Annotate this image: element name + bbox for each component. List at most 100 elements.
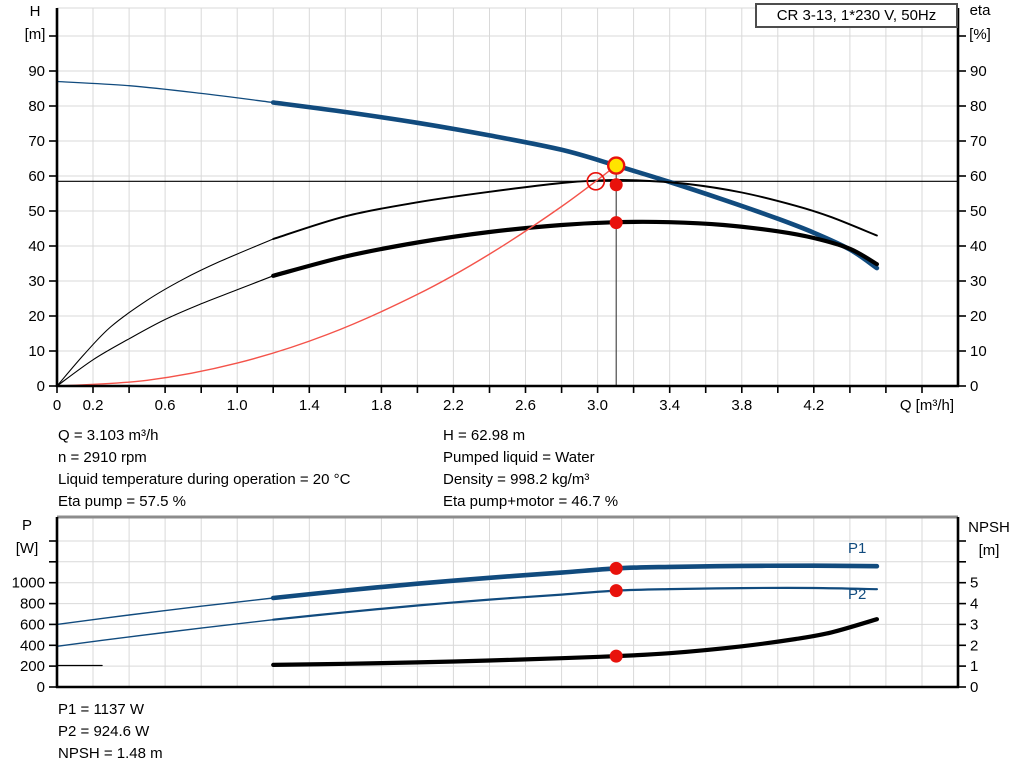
tick-label-right: 20 <box>970 308 987 325</box>
series-system-curve <box>56 164 617 387</box>
tick-label-left: 200 <box>20 658 45 675</box>
marker-p2-point <box>609 584 623 598</box>
tick-label-left: 800 <box>20 596 45 613</box>
series-p2-low-flow <box>56 619 274 647</box>
series-eta-pump <box>272 178 878 240</box>
tick-label-right: 30 <box>970 273 987 290</box>
power-npsh-chart: 0 200 400 600 800 1000 0 1 2 3 4 5 <box>12 515 979 696</box>
tick-label-right: 10 <box>970 343 987 360</box>
tick-label-x: 1.8 <box>371 397 392 414</box>
tick-label-right: 90 <box>970 63 987 80</box>
operating-info-right: H = 62.98 m Pumped liquid = Water Densit… <box>443 427 618 515</box>
tick-label-right: 0 <box>970 378 978 395</box>
eta-axis-unit: [%] <box>969 26 991 43</box>
series-p1-low-flow <box>56 597 274 626</box>
npsh-axis-label: NPSH <box>968 519 1010 536</box>
axes <box>55 517 960 689</box>
tick-label-left: 0 <box>37 679 45 696</box>
power-info: P1 = 1137 W P2 = 924.6 W NPSH = 1.48 m <box>58 701 163 767</box>
series-eta-pump-motor <box>271 219 879 278</box>
marker-eta-pump-point <box>609 178 623 192</box>
series-p2 <box>272 586 878 621</box>
tick-label-x: 0.6 <box>155 397 176 414</box>
info-temp: Liquid temperature during operation = 20… <box>58 471 351 488</box>
tick-label-left: 60 <box>28 168 45 185</box>
tick-label-left: 1000 <box>12 575 45 592</box>
tick-labels: 0 200 400 600 800 1000 0 1 2 3 4 5 <box>12 575 979 696</box>
pump-type-box: CR 3-13, 1*230 V, 50Hz <box>755 3 958 28</box>
p2-curve-label: P2 <box>848 586 867 603</box>
p-axis-unit: [W] <box>15 540 39 557</box>
tick-label-right: 60 <box>970 168 987 185</box>
operating-info-left: Q = 3.103 m³/h n = 2910 rpm Liquid tempe… <box>58 427 350 515</box>
info-eta-pump-motor: Eta pump+motor = 46.7 % <box>443 493 619 510</box>
series-eta-pump-motor-low-flow <box>56 275 274 387</box>
tick-label-right: 80 <box>970 98 987 115</box>
npsh-axis-unit: [m] <box>978 542 1000 559</box>
marker-npsh-point <box>609 649 623 663</box>
tick-label-right: 2 <box>970 637 978 654</box>
grid <box>57 8 958 386</box>
info-npsh: NPSH = 1.48 m <box>58 745 163 762</box>
tick-label-x: 0 <box>53 397 61 414</box>
info-eta-pump: Eta pump = 57.5 % <box>58 493 186 510</box>
info-p1: P1 = 1137 W <box>58 701 145 718</box>
qh-eta-chart: 0 10 20 30 40 50 60 70 80 90 0 10 20 30 40 50 60 70 80 90 0 0… <box>28 7 987 414</box>
tick-label-right: 40 <box>970 238 987 255</box>
info-h: H = 62.98 m <box>443 427 526 444</box>
q-axis-label: Q [m³/h] <box>899 397 954 414</box>
h-axis-unit: [m] <box>24 26 46 43</box>
tick-label-right: 50 <box>970 203 987 220</box>
series-h <box>270 100 880 271</box>
tick-label-left: 80 <box>28 98 45 115</box>
info-q: Q = 3.103 m³/h <box>58 427 159 444</box>
tick-label-left: 10 <box>28 343 45 360</box>
info-p2: P2 = 924.6 W <box>58 723 150 740</box>
series-p1 <box>270 563 880 601</box>
tick-labels: 0 10 20 30 40 50 60 70 80 90 0 10 20 30 40 50 60 70 80 90 0 0… <box>28 63 986 414</box>
p1-curve-label: P1 <box>848 540 867 557</box>
tick-label-left: 30 <box>28 273 45 290</box>
tick-label-right: 4 <box>970 596 978 613</box>
marker-eta-pump-motor-point <box>609 216 623 230</box>
axes <box>55 8 960 388</box>
tick-label-left: 600 <box>20 616 45 633</box>
series-eta-pump-low-flow <box>56 238 274 387</box>
p-axis-label: P <box>21 517 32 534</box>
tick-label-right: 0 <box>970 679 978 696</box>
info-liquid: Pumped liquid = Water <box>443 449 595 466</box>
tick-label-right: 1 <box>970 658 978 675</box>
tick-label-x: 0.2 <box>83 397 104 414</box>
series-h-low-flow <box>56 80 274 104</box>
tick-label-x: 2.2 <box>443 397 464 414</box>
tick-label-x: 3.4 <box>659 397 680 414</box>
ticks <box>49 35 966 393</box>
info-n: n = 2910 rpm <box>58 449 147 466</box>
tick-label-left: 20 <box>28 308 45 325</box>
tick-label-right: 70 <box>970 133 987 150</box>
tick-label-x: 1.4 <box>299 397 320 414</box>
tick-label-x: 2.6 <box>515 397 536 414</box>
ticks <box>49 540 966 688</box>
tick-label-left: 0 <box>37 378 45 395</box>
tick-label-x: 3.0 <box>587 397 608 414</box>
tick-label-right: 3 <box>970 616 978 633</box>
eta-axis-label: eta <box>969 2 991 19</box>
tick-label-left: 40 <box>28 238 45 255</box>
info-density: Density = 998.2 kg/m³ <box>443 471 590 488</box>
marker-duty-point <box>607 156 626 175</box>
tick-label-left: 90 <box>28 63 45 80</box>
tick-label-x: 3.8 <box>731 397 752 414</box>
tick-label-left: 70 <box>28 133 45 150</box>
tick-label-x: 1.0 <box>227 397 248 414</box>
h-axis-label: H <box>29 3 41 20</box>
marker-requested-duty-point <box>586 171 606 191</box>
tick-label-left: 50 <box>28 203 45 220</box>
tick-label-left: 400 <box>20 637 45 654</box>
series-npsh <box>271 617 879 667</box>
marker-p1-point <box>609 561 623 575</box>
tick-label-x: 4.2 <box>803 397 824 414</box>
tick-label-right: 5 <box>970 575 978 592</box>
